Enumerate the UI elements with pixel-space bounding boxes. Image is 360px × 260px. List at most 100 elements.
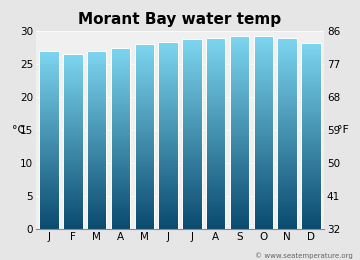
Bar (87, 199, 107, 200)
Bar (206, 55, 225, 56)
Bar (87, 228, 107, 229)
Bar (158, 163, 178, 164)
Bar (182, 39, 202, 40)
Bar (135, 46, 154, 47)
Bar (301, 84, 321, 85)
Bar (182, 44, 202, 45)
Bar (135, 106, 154, 107)
Bar (277, 130, 297, 131)
Bar (87, 196, 107, 197)
Bar (206, 93, 225, 94)
Bar (206, 166, 225, 167)
Bar (253, 117, 273, 118)
Bar (111, 180, 130, 181)
Bar (253, 102, 273, 103)
Bar (277, 58, 297, 59)
Bar (230, 189, 249, 190)
Bar (230, 207, 249, 208)
Bar (39, 181, 59, 182)
Bar (158, 55, 178, 56)
Bar (63, 202, 83, 203)
Bar (135, 63, 154, 64)
Bar (135, 209, 154, 210)
Bar (63, 102, 83, 103)
Bar (206, 53, 225, 54)
Bar (158, 162, 178, 163)
Bar (230, 103, 249, 104)
Bar (206, 226, 225, 227)
Bar (253, 135, 273, 136)
Bar (230, 110, 249, 111)
Bar (158, 206, 178, 207)
Bar (230, 190, 249, 191)
Bar (253, 96, 273, 97)
Bar (253, 225, 273, 226)
Bar (63, 136, 83, 137)
Bar (182, 45, 202, 46)
Bar (277, 221, 297, 222)
Bar (39, 162, 59, 163)
Bar (111, 64, 130, 65)
Bar (158, 115, 178, 116)
Bar (135, 120, 154, 121)
Bar (39, 122, 59, 123)
Bar (87, 138, 107, 139)
Bar (87, 219, 107, 220)
Bar (63, 110, 83, 111)
Bar (39, 129, 59, 130)
Bar (301, 125, 321, 126)
Bar (158, 181, 178, 182)
Bar (301, 112, 321, 113)
Bar (206, 173, 225, 174)
Bar (63, 199, 83, 200)
Bar (158, 212, 178, 213)
Bar (277, 66, 297, 67)
Bar (158, 152, 178, 153)
Bar (206, 86, 225, 87)
Bar (135, 107, 154, 108)
Bar (135, 203, 154, 204)
Bar (135, 69, 154, 70)
Bar (277, 151, 297, 152)
Bar (253, 182, 273, 183)
Bar (111, 48, 130, 49)
Bar (277, 191, 297, 192)
Bar (206, 62, 225, 63)
Bar (135, 52, 154, 53)
Bar (87, 166, 107, 167)
Bar (87, 212, 107, 213)
Bar (63, 187, 83, 188)
Bar (182, 184, 202, 185)
Bar (253, 163, 273, 164)
Bar (182, 137, 202, 138)
Bar (253, 211, 273, 212)
Bar (182, 87, 202, 88)
Bar (87, 55, 107, 56)
Bar (87, 135, 107, 136)
Bar (230, 215, 249, 216)
Bar (158, 171, 178, 172)
Bar (39, 83, 59, 84)
Bar (87, 192, 107, 193)
Bar (182, 227, 202, 228)
Bar (63, 69, 83, 70)
Bar (63, 167, 83, 168)
Bar (135, 151, 154, 152)
Bar (87, 176, 107, 177)
Bar (277, 53, 297, 54)
Bar (63, 188, 83, 189)
Bar (87, 172, 107, 173)
Bar (158, 218, 178, 219)
Bar (135, 196, 154, 197)
Bar (230, 157, 249, 158)
Bar (87, 160, 107, 161)
Bar (277, 47, 297, 48)
Bar (230, 114, 249, 115)
Bar (158, 99, 178, 100)
Bar (135, 85, 154, 86)
Bar (39, 82, 59, 83)
Bar (87, 86, 107, 87)
Bar (182, 212, 202, 213)
Bar (63, 97, 83, 98)
Bar (230, 127, 249, 128)
